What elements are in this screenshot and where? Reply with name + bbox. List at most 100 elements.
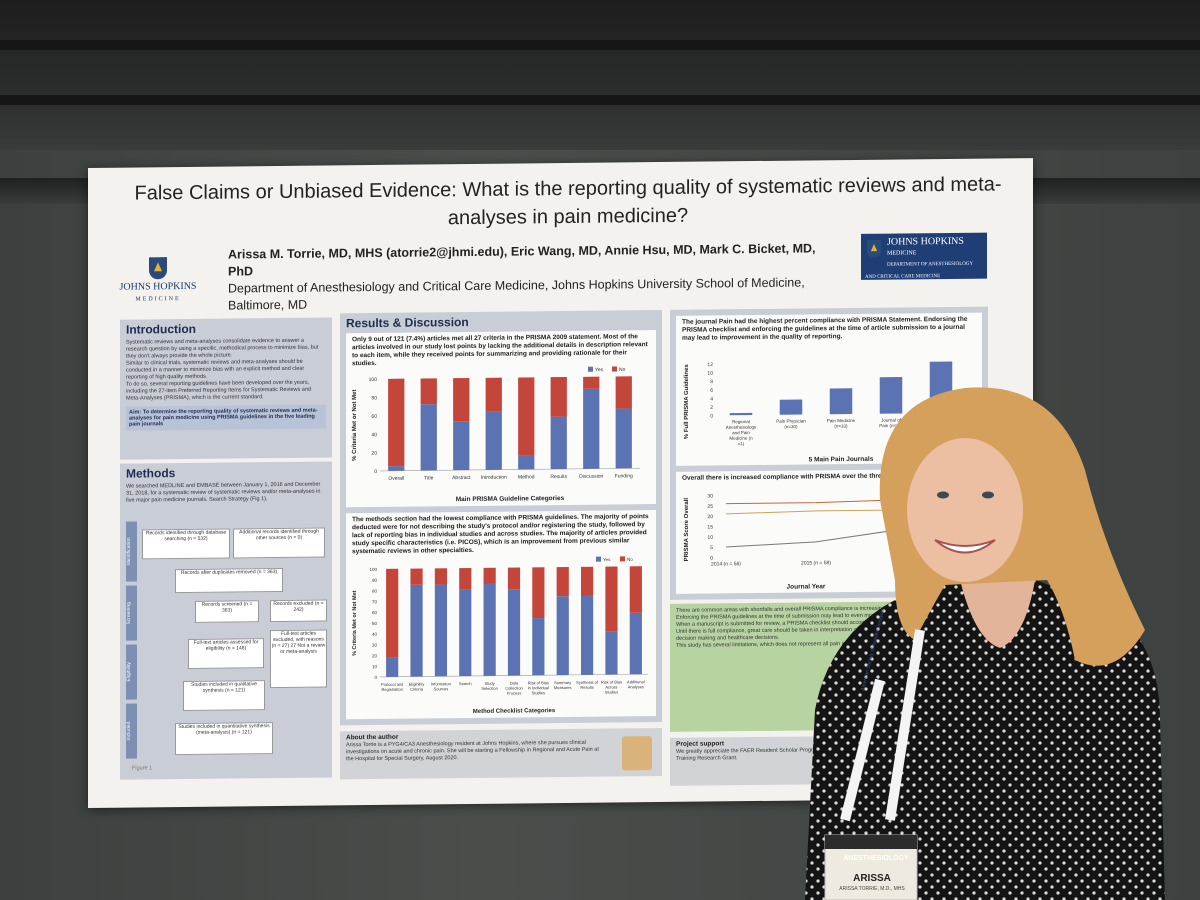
bar-yes (556, 596, 569, 676)
x-axis-title: 5 Main Pain Journals (809, 456, 874, 464)
x-tick-label: and Pain (732, 430, 750, 435)
x-tick-label: Across (605, 684, 617, 689)
x-tick-label: Measures (554, 685, 572, 690)
y-tick-label: 5 (710, 545, 713, 551)
bar-no (507, 567, 521, 590)
x-tick-label: Search (459, 681, 472, 686)
x-tick-label: Summary (554, 680, 571, 685)
x-axis-title: Journal Year (787, 583, 826, 590)
x-tick-label: Registration (382, 687, 403, 692)
x-tick-label: Eligibility (409, 681, 425, 686)
y-tick-label: 0 (374, 469, 377, 475)
y-axis-title: % Criteria Met or Not Met (352, 390, 358, 461)
bar-yes (581, 595, 594, 675)
y-tick-label: 40 (371, 432, 377, 438)
y-tick-label: 50 (372, 621, 378, 626)
bar-yes (410, 584, 423, 677)
x-tick-label: Pain Medicine (827, 418, 856, 423)
y-tick-label: 20 (371, 451, 377, 457)
bar-yes (485, 411, 502, 470)
y-tick-label: 40 (372, 632, 378, 637)
methods-panel: Methods We searched MEDLINE and EMBASE b… (120, 461, 332, 780)
bar-no (483, 567, 496, 585)
y-tick-label: 25 (707, 504, 713, 510)
lanyard (840, 678, 885, 822)
x-tick-label: Study (485, 681, 495, 686)
y-tick-label: 2 (710, 405, 713, 411)
y-axis-title: % Criteria Met or Not Met (352, 590, 358, 656)
bar-yes (459, 589, 472, 677)
bar (879, 377, 903, 414)
flow-box: Records excluded (n = 242) (270, 599, 327, 623)
y-tick-label: 30 (707, 493, 713, 499)
methods-heading: Methods (126, 466, 176, 481)
bar-yes (507, 589, 521, 676)
bar-no (583, 376, 600, 389)
bar-no (453, 378, 470, 422)
x-tick-label: Studies (532, 690, 545, 695)
bar-yes (615, 408, 632, 469)
y-tick-label: 80 (371, 395, 377, 401)
bar-yes (550, 416, 567, 470)
jhm-logo-left: JOHNS HOPKINS MEDICINE (118, 257, 198, 303)
x-axis-line (380, 467, 640, 472)
y-tick-label: 8 (710, 379, 713, 385)
x-tick-label: Collection (505, 685, 523, 690)
y-tick-label: 70 (372, 599, 378, 604)
x-tick-label: Funding (615, 473, 633, 479)
ceiling-beam (0, 95, 1200, 105)
bar-yes (518, 455, 535, 470)
series-line (725, 509, 906, 515)
author-photo (622, 736, 652, 771)
y-tick-label: 100 (369, 377, 378, 383)
presenter-person (805, 387, 1165, 900)
flow-side-label: Eligibility (126, 644, 137, 700)
methods-text: We searched MEDLINE and EMBASE between J… (126, 481, 321, 504)
x-tick-label: Protocol and (381, 682, 403, 687)
y-tick-label: 80 (372, 589, 378, 594)
x-tick-label: Abstract (452, 475, 471, 481)
badge-subtitle: ARISSA TORRIE, M.D., MHS (839, 886, 905, 892)
bar-no (410, 568, 423, 585)
flow-box: Records screened (n = 363) (195, 600, 259, 623)
y-tick-label: 4 (710, 396, 713, 402)
bar-no (629, 566, 642, 613)
bar-yes (629, 612, 642, 675)
series-line (725, 528, 907, 548)
y-tick-label: 0 (374, 675, 377, 680)
y-tick-label: 10 (707, 371, 713, 377)
bar-no (550, 376, 567, 417)
legend-swatch-no (620, 556, 625, 562)
bar-no (518, 377, 535, 456)
bar-yes (483, 583, 496, 676)
x-tick-label: Regional (732, 419, 750, 424)
bar-no (556, 566, 569, 597)
y-tick-label: 100 (369, 567, 377, 572)
logo-subtext: MEDICINE (135, 296, 181, 303)
x-tick-label: Data (510, 680, 519, 685)
x-tick-label: 2014 (n = 56) (711, 561, 741, 567)
x-tick-label: Introduction (481, 475, 507, 481)
flow-box: Full-text articles assessed for eligibil… (188, 638, 264, 669)
bar-no (581, 566, 594, 596)
flow-box: Studies included in qualitative synthesi… (183, 680, 265, 712)
logo-text: JOHNS HOPKINS (887, 235, 964, 248)
flow-box: Additional records identified through ot… (233, 527, 325, 559)
intro-bullet: Systematic reviews and meta-analyses con… (126, 337, 319, 360)
face (907, 438, 1023, 582)
intro-bullet: To do so, several reporting guidelines h… (126, 379, 311, 402)
y-axis-title: % Full PRISMA Guidelines (684, 364, 690, 440)
y-tick-label: 20 (707, 514, 713, 520)
x-axis-title: Method Checklist Categories (473, 708, 556, 715)
bar-no (420, 378, 437, 405)
bar-no (615, 376, 632, 409)
x-tick-label: Anesthesiology (726, 424, 757, 429)
x-tick-label: Selection (481, 686, 497, 691)
about-text: Arissa Torrie is a PYG4/CA3 Anesthesiolo… (346, 739, 599, 763)
bar-yes (583, 388, 600, 469)
flow-side-label: Included (126, 703, 137, 759)
x-tick-label: Additional (627, 679, 645, 684)
y-tick-label: 60 (372, 610, 378, 615)
eye (982, 491, 994, 499)
ceiling-beam (0, 40, 1200, 50)
